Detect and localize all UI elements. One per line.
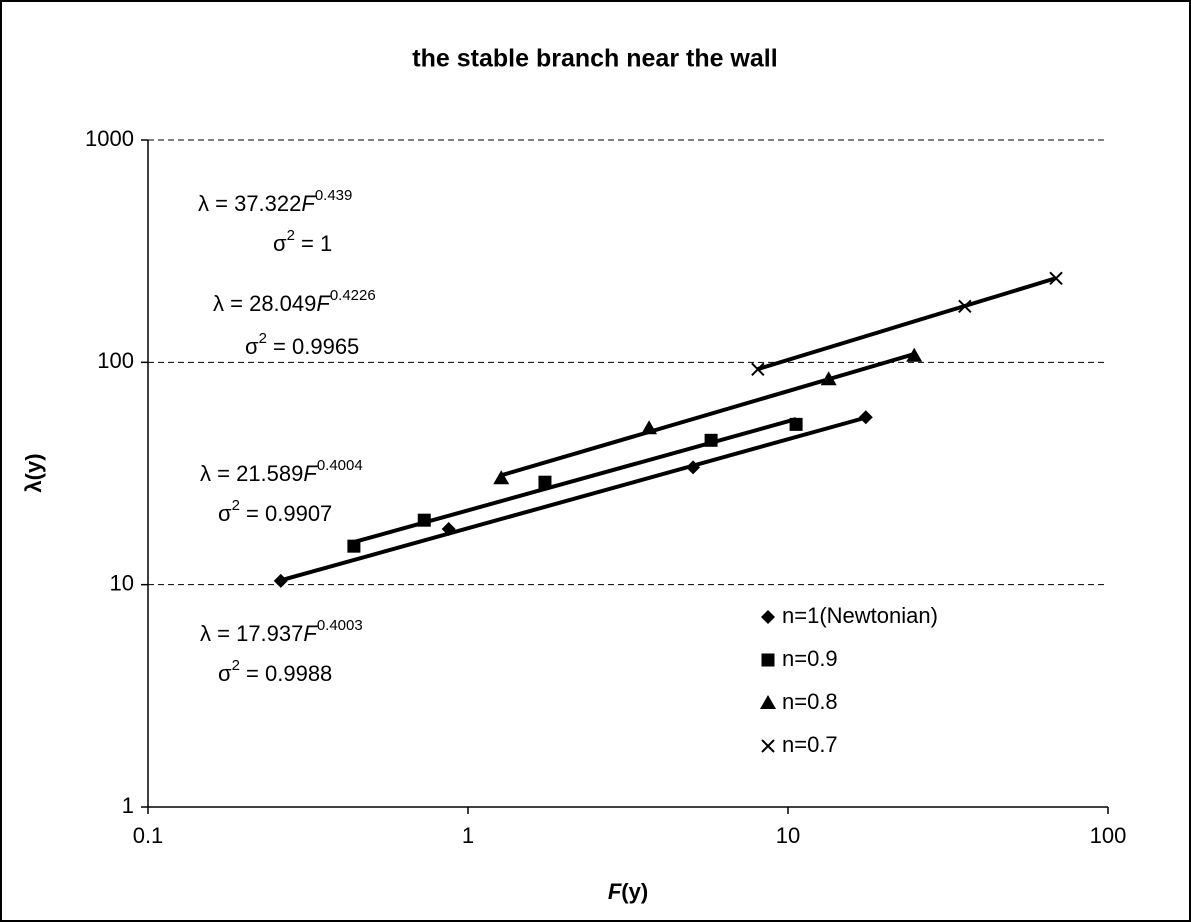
trend-r2: σ2 = 0.9965 bbox=[245, 330, 359, 359]
trend-r2: σ2 = 1 bbox=[273, 227, 332, 256]
trend-equation: λ = 28.049F0.4226 bbox=[213, 287, 376, 316]
r2-power: 2 bbox=[232, 497, 240, 514]
trend-line bbox=[500, 352, 915, 478]
r2-symbol: σ bbox=[218, 661, 232, 686]
x-tick-label: 10 bbox=[776, 823, 800, 848]
marker-diamond bbox=[273, 573, 288, 588]
marker-square bbox=[789, 417, 803, 431]
eq-lhs: λ = bbox=[200, 621, 236, 646]
r2-equals: = bbox=[295, 231, 320, 256]
marker-triangle bbox=[641, 420, 658, 435]
legend-label: n=0.7 bbox=[782, 732, 838, 757]
trend-r2: σ2 = 0.9907 bbox=[218, 497, 332, 526]
x-tick-label: 1 bbox=[462, 823, 474, 848]
eq-exponent: 0.4003 bbox=[317, 617, 363, 634]
trend-equation: λ = 17.937F0.4003 bbox=[200, 617, 363, 646]
eq-coefficient: 28.049 bbox=[249, 291, 316, 316]
eq-lhs: λ = bbox=[200, 461, 236, 486]
eq-exponent: 0.439 bbox=[315, 187, 353, 204]
r2-value: 1 bbox=[320, 231, 332, 256]
x-axis-symbol: F bbox=[608, 879, 622, 904]
marker-square bbox=[761, 653, 775, 667]
eq-variable: F bbox=[316, 291, 331, 316]
trend-line bbox=[280, 415, 867, 583]
r2-value: 0.9988 bbox=[265, 661, 332, 686]
eq-lhs: λ = bbox=[213, 291, 249, 316]
legend-label: n=0.9 bbox=[782, 646, 838, 671]
marker-triangle bbox=[493, 470, 510, 485]
legend-label: n=0.8 bbox=[782, 689, 838, 714]
r2-value: 0.9965 bbox=[292, 334, 359, 359]
eq-variable: F bbox=[303, 461, 318, 486]
marker-x bbox=[958, 299, 972, 314]
chart-title: the stable branch near the wall bbox=[412, 45, 777, 73]
trend-equation: λ = 21.589F0.4004 bbox=[200, 457, 363, 486]
x-axis-rest: (y) bbox=[621, 879, 648, 904]
eq-variable: F bbox=[303, 621, 318, 646]
marker-square bbox=[704, 433, 718, 447]
y-axis-label: λ(y) bbox=[21, 453, 46, 492]
legend-label: n=1(Newtonian) bbox=[782, 603, 938, 628]
y-tick-label: 1000 bbox=[85, 126, 134, 151]
marker-diamond bbox=[441, 521, 456, 536]
marker-x bbox=[1049, 271, 1063, 286]
x-tick-label: 100 bbox=[1090, 823, 1127, 848]
r2-symbol: σ bbox=[273, 231, 287, 256]
trend-equation: λ = 37.322F0.439 bbox=[198, 187, 352, 216]
marker-triangle bbox=[906, 347, 923, 362]
marker-x bbox=[751, 362, 765, 377]
marker-square bbox=[347, 539, 361, 553]
r2-symbol: σ bbox=[218, 501, 232, 526]
r2-value: 0.9907 bbox=[265, 501, 332, 526]
y-tick-label: 100 bbox=[97, 348, 134, 373]
trend-r2: σ2 = 0.9988 bbox=[218, 657, 332, 686]
marker-triangle bbox=[820, 371, 837, 386]
marker-triangle bbox=[760, 695, 776, 709]
eq-coefficient: 37.322 bbox=[234, 191, 301, 216]
eq-exponent: 0.4226 bbox=[330, 287, 376, 304]
y-tick-label: 10 bbox=[110, 570, 134, 595]
marker-diamond bbox=[761, 610, 775, 624]
r2-equals: = bbox=[267, 334, 292, 359]
r2-power: 2 bbox=[287, 227, 295, 244]
r2-power: 2 bbox=[259, 330, 267, 347]
r2-power: 2 bbox=[232, 657, 240, 674]
x-tick-label: 0.1 bbox=[133, 823, 164, 848]
marker-diamond bbox=[686, 460, 701, 475]
r2-equals: = bbox=[240, 501, 265, 526]
x-axis-label: F(y) bbox=[608, 879, 648, 904]
marker-diamond bbox=[858, 410, 873, 425]
eq-coefficient: 17.937 bbox=[236, 621, 303, 646]
r2-equals: = bbox=[240, 661, 265, 686]
marker-square bbox=[417, 513, 431, 527]
trend-line bbox=[757, 276, 1057, 372]
r2-symbol: σ bbox=[245, 334, 259, 359]
y-tick-label: 1 bbox=[122, 793, 134, 818]
eq-coefficient: 21.589 bbox=[236, 461, 303, 486]
marker-x bbox=[761, 739, 775, 753]
eq-lhs: λ = bbox=[198, 191, 234, 216]
marker-square bbox=[538, 475, 552, 489]
eq-exponent: 0.4004 bbox=[317, 457, 363, 474]
eq-variable: F bbox=[301, 191, 316, 216]
